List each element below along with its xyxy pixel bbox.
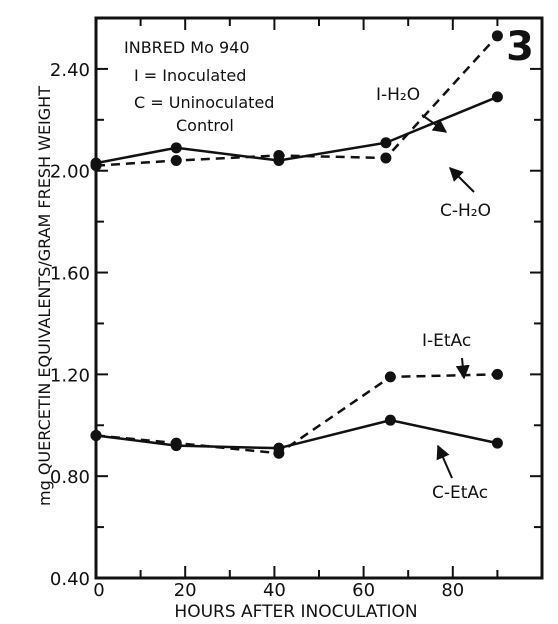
data-point	[491, 437, 503, 449]
series-layer	[90, 30, 503, 459]
y-tick-label: 1.20	[50, 365, 90, 386]
data-point	[491, 368, 503, 380]
data-point	[491, 91, 503, 103]
data-point	[90, 157, 102, 169]
y-axis-label: mg QUERCETIN EQUIVALENTS/GRAM FRESH WEIG…	[35, 86, 54, 506]
data-point	[273, 155, 285, 167]
pointer-arrow	[449, 167, 475, 193]
y-tick-label: 0.80	[50, 467, 90, 488]
y-tick-label: 2.40	[50, 60, 90, 81]
series-line	[95, 373, 498, 455]
x-tick-label: 60	[352, 580, 375, 601]
data-point	[384, 371, 396, 383]
series-label-c-h2o: C-H₂O	[440, 201, 491, 221]
legend-line-4: Control	[176, 116, 234, 135]
data-point	[170, 440, 182, 452]
legend-line-3: C = Uninoculated	[134, 93, 274, 112]
data-point	[273, 442, 285, 454]
y-tick-label: 2.00	[50, 162, 90, 183]
series-label-c-etac: C-EtAc	[432, 483, 488, 503]
x-axis-label: HOURS AFTER INOCULATION	[174, 602, 417, 622]
axis-ticks	[96, 18, 542, 578]
legend-line-1: INBRED Mo 940	[124, 38, 250, 57]
data-point	[170, 142, 182, 154]
y-tick-label: 0.40	[50, 569, 90, 590]
panel-label: 3	[506, 24, 534, 70]
pointer-arrow	[436, 444, 453, 479]
y-tick-label: 1.60	[50, 264, 90, 285]
data-point	[384, 414, 396, 426]
legend-line-2: I = Inoculated	[134, 66, 246, 85]
series-label-i-etac: I-EtAc	[422, 331, 471, 351]
data-point	[380, 137, 392, 149]
x-tick-label: 80	[441, 580, 464, 601]
data-point	[170, 155, 182, 167]
series-label-i-h2o: I-H₂O	[376, 85, 420, 105]
data-point	[491, 30, 503, 42]
x-tick-labels: 0 20 40 60 80	[93, 580, 464, 601]
data-point	[90, 429, 102, 441]
pointer-arrow	[455, 357, 470, 380]
pointer-arrow	[421, 114, 448, 133]
series-line	[95, 418, 498, 450]
x-tick-label: 20	[174, 580, 197, 601]
x-tick-label: 40	[263, 580, 286, 601]
label-arrows	[421, 114, 475, 479]
data-point	[380, 152, 392, 164]
y-tick-labels: 0.40 0.80 1.20 1.60 2.00 2.40	[50, 60, 90, 590]
x-tick-label: 0	[93, 580, 104, 601]
